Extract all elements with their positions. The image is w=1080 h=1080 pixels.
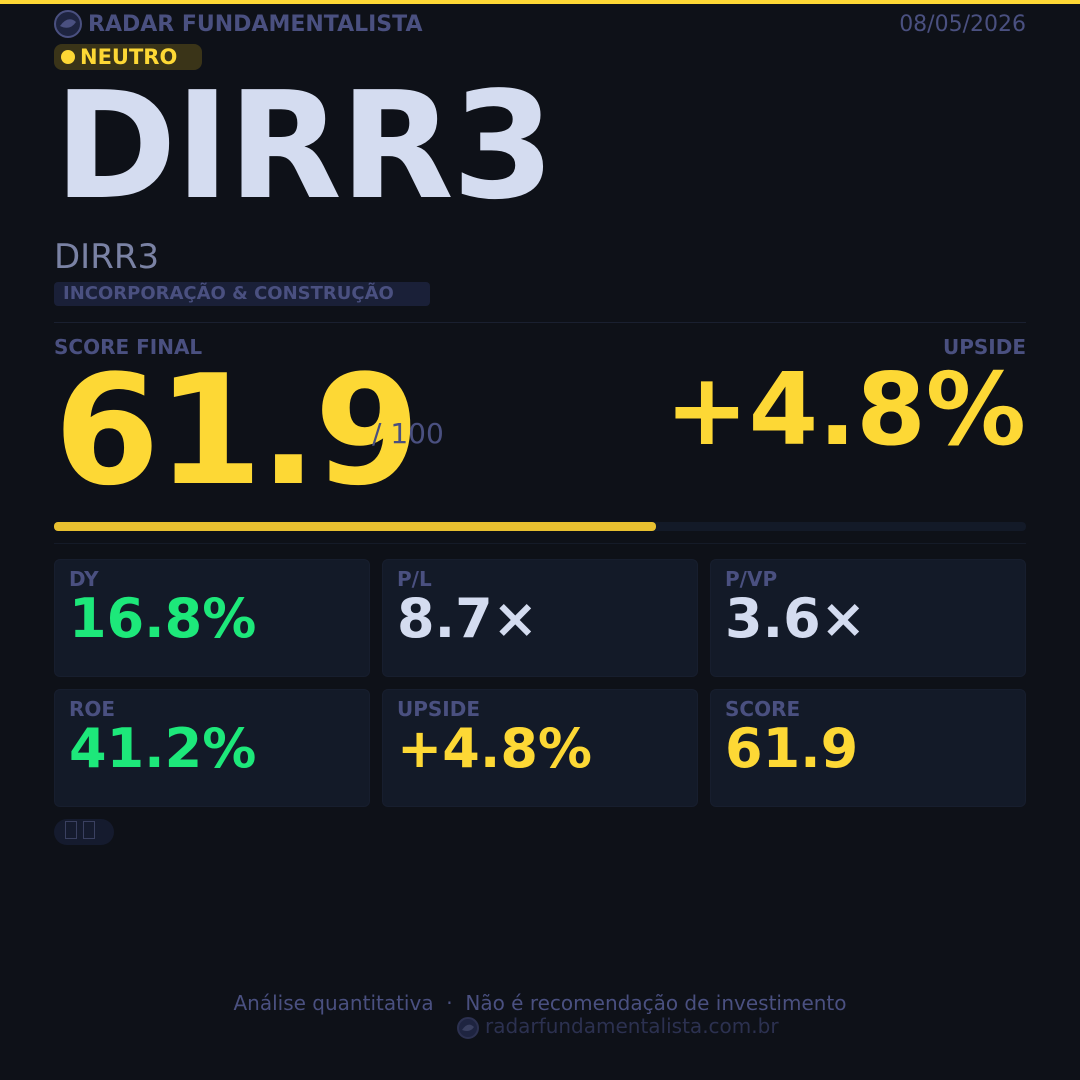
disclaimer: Análise quantitativa · Não é recomendaçã… <box>233 991 847 1015</box>
badge-dot <box>61 50 75 64</box>
upside-value: +4.8% <box>664 351 1026 468</box>
company-name: DIRR3 <box>54 237 160 277</box>
metric-label: UPSIDE <box>397 697 481 721</box>
metric-value: 61.9 <box>725 717 859 780</box>
metric-card: P/VP 3.6× <box>710 559 1026 677</box>
logo <box>54 10 82 38</box>
ticker: DIRR3 <box>54 60 555 232</box>
divider <box>54 322 1026 323</box>
brand: RADAR FUNDAMENTALISTA <box>88 12 423 37</box>
score-label: SCORE FINAL <box>54 335 203 359</box>
upside-label: UPSIDE <box>942 335 1026 359</box>
score-value: 61.9 <box>54 342 420 519</box>
metric-card: ROE 41.2% <box>54 689 370 807</box>
metric-label: P/L <box>397 567 432 591</box>
site: radarfundamentalista.com.br <box>485 1014 779 1038</box>
metric-value: 16.8% <box>69 587 257 650</box>
metric-label: P/VP <box>725 567 778 591</box>
icon-glyph <box>83 821 95 839</box>
metric-card: SCORE 61.9 <box>710 689 1026 807</box>
metric-card: DY 16.8% <box>54 559 370 677</box>
badge-text: NEUTRO <box>80 45 178 69</box>
metric-value: 3.6× <box>725 587 866 650</box>
sector: INCORPORAÇÃO & CONSTRUÇÃO <box>63 283 394 304</box>
icon-chip <box>54 819 114 845</box>
metric-value: 8.7× <box>397 587 538 650</box>
badge <box>54 44 202 70</box>
metric-value: +4.8% <box>397 717 593 780</box>
score-max: / 100 <box>372 417 444 450</box>
divider <box>54 543 1026 544</box>
progress-fill <box>54 522 656 531</box>
metric-label: DY <box>69 567 99 591</box>
metric-label: SCORE <box>725 697 801 721</box>
footer-logo <box>457 1017 479 1039</box>
top-accent <box>0 0 1080 4</box>
date: 08/05/2026 <box>899 12 1026 37</box>
sector-chip <box>54 282 430 306</box>
metric-card: UPSIDE +4.8% <box>382 689 698 807</box>
metric-card: P/L 8.7× <box>382 559 698 677</box>
metric-value: 41.2% <box>69 717 257 780</box>
icon-glyph <box>65 821 77 839</box>
metric-label: ROE <box>69 697 116 721</box>
